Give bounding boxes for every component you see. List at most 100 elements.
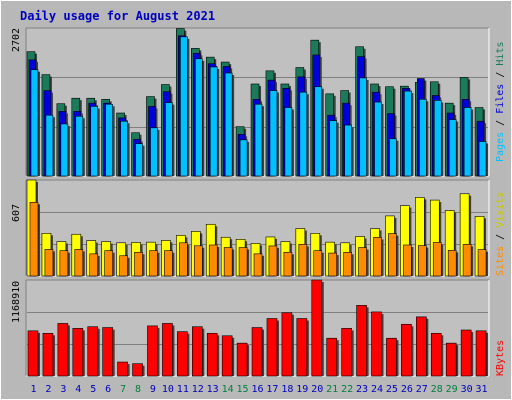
day-label: 7 xyxy=(120,384,126,395)
day-label: 31 xyxy=(476,384,488,395)
bar-sites xyxy=(462,244,472,277)
day-label: 12 xyxy=(192,384,204,395)
day-label: 16 xyxy=(251,384,263,395)
bar-kbytes xyxy=(117,361,128,377)
day-label: 19 xyxy=(296,384,308,395)
bar-kbytes xyxy=(266,318,278,377)
legend-pages: Pages xyxy=(495,132,506,162)
y-max-labels: 2702 607 1168910 xyxy=(11,28,22,323)
bar-sites xyxy=(403,244,412,277)
day-label: 22 xyxy=(341,384,353,395)
bar-pages xyxy=(433,100,442,177)
bar-pages xyxy=(209,66,218,177)
kbytes-panel xyxy=(25,279,490,377)
bar-sites xyxy=(268,245,278,277)
bar-pages xyxy=(105,103,113,177)
day-label: 4 xyxy=(75,384,81,395)
day-label: 18 xyxy=(281,384,293,395)
bar-pages xyxy=(150,127,158,177)
bar-sites xyxy=(208,244,218,277)
bar-pages xyxy=(165,102,173,177)
day-label: 11 xyxy=(177,384,189,395)
bar-sites xyxy=(358,247,367,277)
bar-sites xyxy=(418,245,427,277)
legend-kbytes: KBytes xyxy=(495,340,506,376)
bar-kbytes xyxy=(42,332,54,377)
bar-kbytes xyxy=(371,311,382,377)
day-label: 30 xyxy=(461,384,473,395)
bar-kbytes xyxy=(236,342,248,377)
day-label: 10 xyxy=(162,384,174,395)
bar-pages xyxy=(404,90,412,177)
bar-kbytes xyxy=(326,337,338,377)
bar-pages xyxy=(419,99,427,177)
day-label: 13 xyxy=(207,384,219,395)
bar-kbytes xyxy=(311,279,323,377)
bar-kbytes xyxy=(386,337,397,377)
day-label: 9 xyxy=(150,384,156,395)
bar-sites xyxy=(238,247,248,277)
bar-kbytes xyxy=(296,318,308,377)
day-label: 27 xyxy=(416,384,428,395)
bar-sites xyxy=(179,242,188,277)
legend-sep-1: / xyxy=(495,120,506,126)
bar-sites xyxy=(223,247,233,277)
bar-kbytes xyxy=(460,329,472,377)
bar-sites xyxy=(477,249,487,277)
bar-sites xyxy=(447,250,457,277)
legend-files: Files xyxy=(495,84,506,114)
bar-kbytes xyxy=(445,342,457,377)
bar-pages xyxy=(478,141,487,177)
day-label: 14 xyxy=(222,384,234,395)
bar-sites xyxy=(313,250,323,277)
bar-kbytes xyxy=(72,328,84,377)
bar-sites xyxy=(298,244,308,277)
bar-sites xyxy=(29,201,39,277)
day-label: 17 xyxy=(266,384,278,395)
bar-pages xyxy=(329,120,338,177)
legends: Pages / Files / Hits Sites / Visits KByt… xyxy=(495,42,506,377)
bar-sites xyxy=(432,242,442,277)
hits-files-pages-panel xyxy=(25,27,490,177)
bar-pages xyxy=(359,77,367,177)
bar-pages xyxy=(45,114,54,177)
bar-kbytes xyxy=(57,323,69,377)
bar-pages xyxy=(448,119,457,177)
day-label: 23 xyxy=(356,384,368,395)
bar-pages xyxy=(224,72,233,177)
bar-sites xyxy=(193,245,203,277)
bar-sites xyxy=(328,252,338,277)
bar-kbytes xyxy=(132,363,143,377)
bar-sites xyxy=(388,233,397,277)
bar-pages xyxy=(374,101,382,177)
bar-pages xyxy=(269,90,278,177)
bar-pages xyxy=(254,103,263,177)
bar-kbytes xyxy=(87,326,99,377)
bar-pages xyxy=(135,143,143,177)
day-label: 15 xyxy=(237,384,249,395)
bar-sites xyxy=(149,250,158,277)
bar-sites xyxy=(164,250,173,277)
bar-kbytes xyxy=(191,326,203,377)
legend-sites: Sites xyxy=(495,246,506,276)
day-label: 25 xyxy=(386,384,398,395)
bar-kbytes xyxy=(401,323,412,377)
legend-hits: Hits xyxy=(495,42,506,66)
bar-pages xyxy=(75,115,84,177)
day-label: 26 xyxy=(401,384,413,395)
bar-pages xyxy=(389,138,397,177)
bar-kbytes xyxy=(221,335,233,377)
bar-kbytes xyxy=(147,325,158,377)
day-label: 1 xyxy=(30,384,36,395)
day-labels: 1 2 3 4 5 6 7 8 9 10 11 12 13 14 15 16 17 18 19 20 21 22 23 24 2… xyxy=(30,384,487,395)
bar-pages xyxy=(120,120,128,177)
day-label: 29 xyxy=(446,384,458,395)
ymax-label-kbytes: 1168910 xyxy=(11,281,22,323)
bar-pages xyxy=(344,124,352,177)
bar-kbytes xyxy=(416,316,427,377)
day-label: 28 xyxy=(431,384,443,395)
bar-kbytes xyxy=(475,330,487,377)
bar-pages xyxy=(463,107,472,177)
day-label: 6 xyxy=(105,384,111,395)
